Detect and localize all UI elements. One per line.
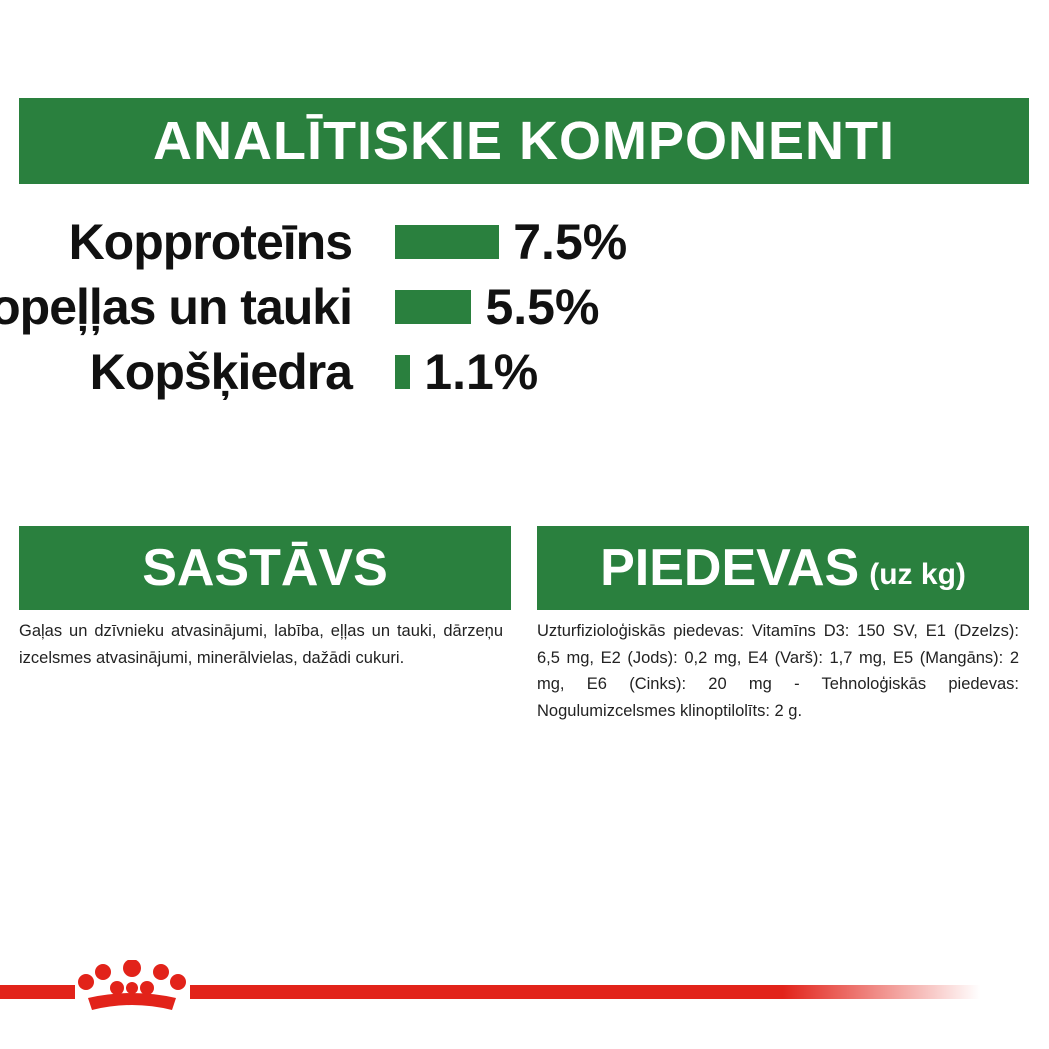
analysis-row: Kopšķiedra 1.1% bbox=[0, 342, 1049, 402]
row-label: Kopeļļas un tauki bbox=[0, 279, 353, 335]
crown-icon bbox=[78, 960, 186, 1010]
row-label: Kopproteīns bbox=[68, 214, 353, 270]
bar bbox=[395, 225, 500, 259]
section-header: SASTĀVS bbox=[19, 526, 511, 610]
header-text: PIEDEVAS bbox=[600, 539, 860, 597]
bar bbox=[395, 355, 411, 389]
footer-line bbox=[190, 985, 980, 999]
bar bbox=[395, 290, 472, 324]
analysis-row: Kopeļļas un tauki 5.5% bbox=[0, 277, 1049, 337]
section-header: PIEDEVAS (uz kg) bbox=[537, 526, 1029, 610]
analysis-row: Kopproteīns 7.5% bbox=[0, 212, 1049, 272]
value-label: 7.5% bbox=[513, 214, 628, 270]
footer-line bbox=[0, 985, 75, 999]
footer-logo bbox=[0, 960, 980, 1010]
composition-text: Gaļas un dzīvnieku atvasinājumi, labība,… bbox=[19, 622, 503, 667]
value-label: 1.1% bbox=[424, 344, 539, 400]
header-subtitle: (uz kg) bbox=[869, 558, 966, 591]
section-header: ANALĪTISKIE KOMPONENTI bbox=[19, 98, 1029, 184]
value-label: 5.5% bbox=[485, 279, 600, 335]
header-text: SASTĀVS bbox=[142, 539, 388, 597]
row-label: Kopšķiedra bbox=[89, 344, 353, 400]
additives-text: Uzturfizioloģiskās piedevas: Vitamīns D3… bbox=[537, 622, 1019, 720]
